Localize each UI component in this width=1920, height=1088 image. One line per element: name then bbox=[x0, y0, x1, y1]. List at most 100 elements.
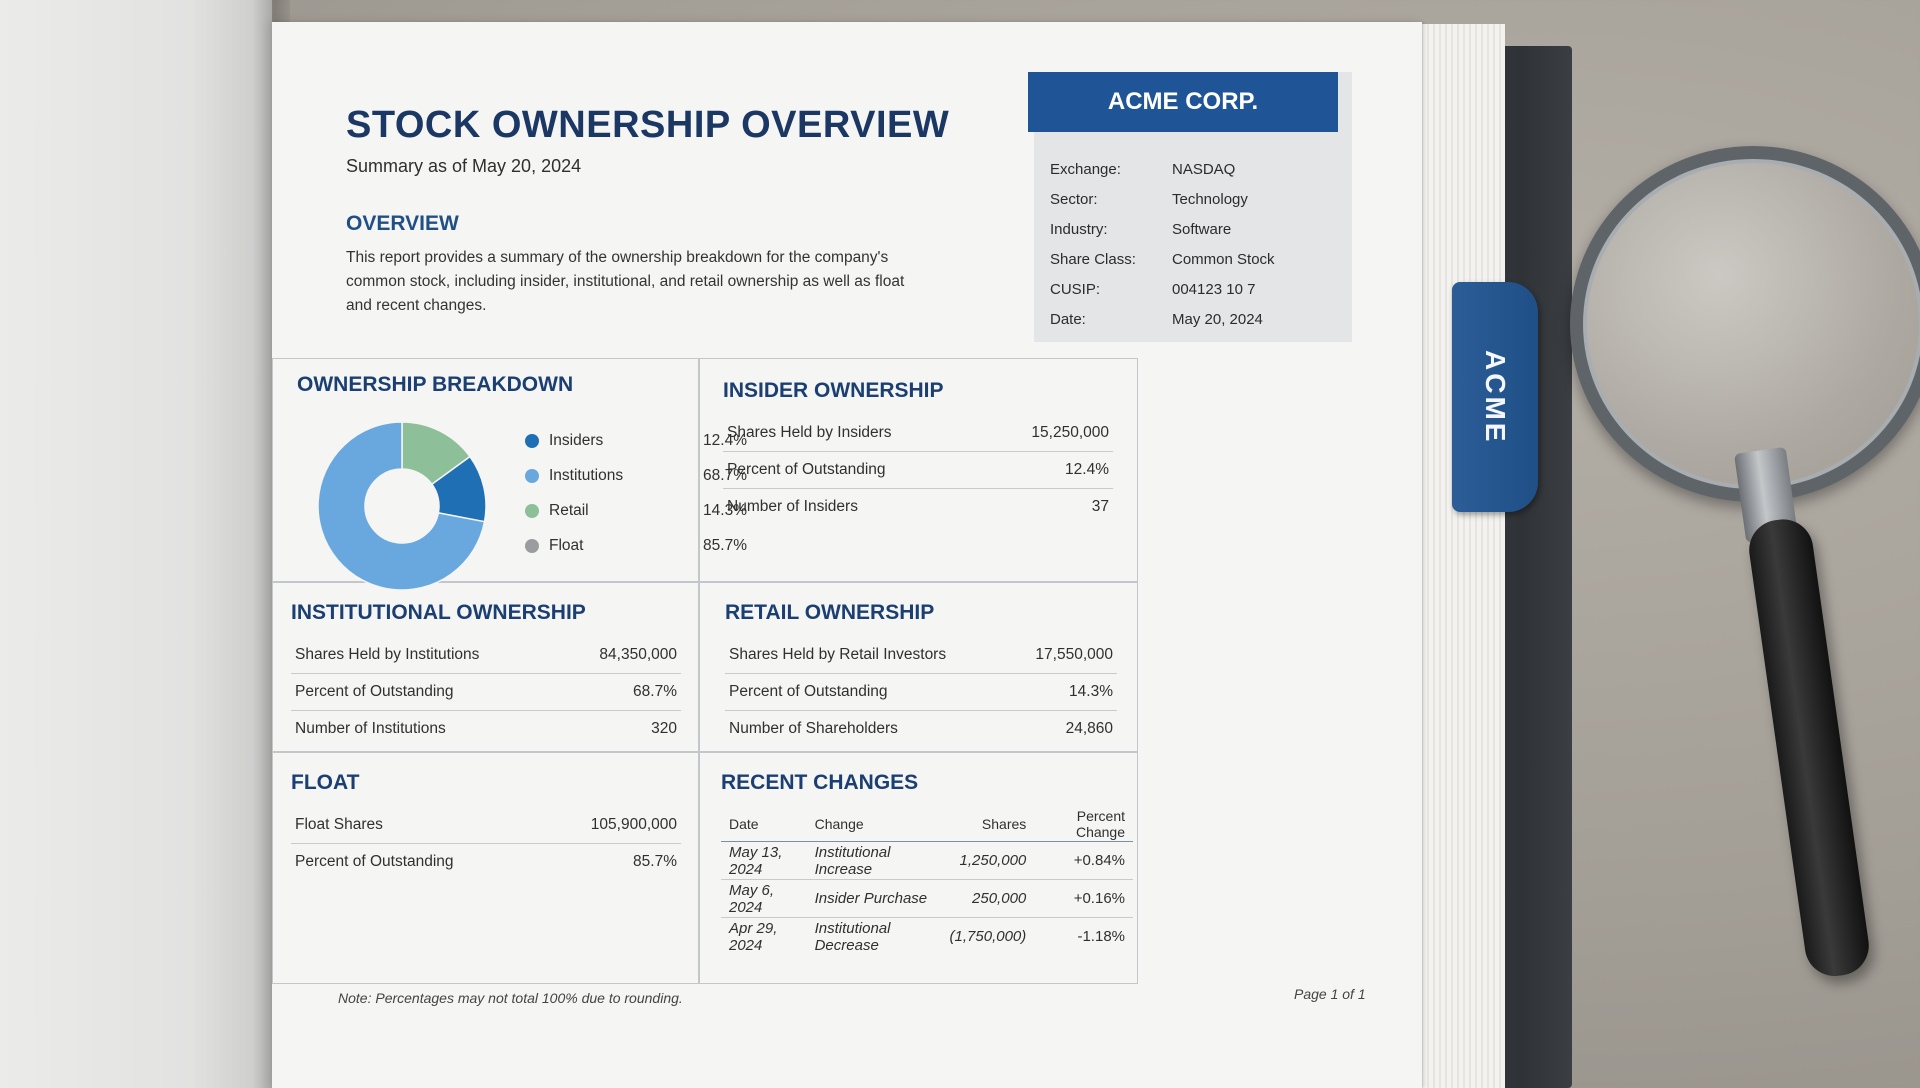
row-label: Float Shares bbox=[291, 807, 541, 844]
company-row-value: Software bbox=[1172, 220, 1232, 238]
legend-swatch bbox=[525, 538, 539, 553]
table-row: Percent of Outstanding 14.3% bbox=[725, 673, 1117, 711]
company-row-label: Sector: bbox=[1050, 190, 1098, 208]
company-row-exchange: Exchange: NASDAQ bbox=[1050, 154, 1340, 184]
binder-tab-label: ACME bbox=[1480, 349, 1511, 445]
row-label: Percent of Outstanding bbox=[291, 673, 561, 711]
table-row: Shares Held by Institutions 84,350,000 bbox=[291, 637, 681, 674]
row-label: Shares Held by Institutions bbox=[291, 637, 561, 674]
company-row-label: Date: bbox=[1050, 310, 1086, 328]
row-value: 12.4% bbox=[983, 451, 1113, 489]
table-row: Float Shares 105,900,000 bbox=[291, 807, 681, 844]
insider-ownership-panel: INSIDER OWNERSHIP Shares Held by Insider… bbox=[723, 379, 1113, 525]
table-row: Apr 29, 2024 Institutional Decrease (1,7… bbox=[721, 918, 1133, 956]
row-value: 24,860 bbox=[1065, 720, 1113, 737]
column-header-change: Change bbox=[806, 807, 942, 842]
legend-value: 14.3% bbox=[703, 501, 747, 519]
table-row: Shares Held by Retail Investors 17,550,0… bbox=[725, 637, 1117, 674]
table-row: Number of Shareholders 24,860 bbox=[725, 711, 1117, 748]
row-value: 15,250,000 bbox=[983, 415, 1113, 452]
ownership-legend: Insiders 12.4% Institutions 68.7% Retail… bbox=[525, 423, 747, 563]
grid-divider bbox=[273, 581, 1137, 583]
row-value: 14.3% bbox=[1009, 673, 1117, 711]
retail-ownership-heading: RETAIL OWNERSHIP bbox=[725, 601, 935, 624]
report-page: STOCK OWNERSHIP OVERVIEW Summary as of M… bbox=[272, 22, 1422, 1088]
company-row-industry: Industry: Software bbox=[1050, 214, 1340, 244]
float-panel: FLOAT Float Shares 105,900,000 Percent o… bbox=[291, 771, 681, 880]
change-date: May 6, 2024 bbox=[721, 879, 807, 918]
row-value: 320 bbox=[651, 720, 677, 737]
column-header-date: Date bbox=[721, 807, 807, 842]
legend-label: Float bbox=[549, 536, 584, 554]
report-subtitle: Summary as of May 20, 2024 bbox=[346, 156, 582, 176]
table-row: Shares Held by Insiders 15,250,000 bbox=[723, 415, 1113, 452]
change-percent: -1.18% bbox=[1077, 928, 1125, 945]
change-shares: 1,250,000 bbox=[941, 841, 1035, 880]
company-row-label: Exchange: bbox=[1050, 160, 1121, 178]
change-type: Institutional Decrease bbox=[814, 919, 891, 954]
column-header-percent-change: Percent Change bbox=[1034, 807, 1133, 842]
company-row-label: Industry: bbox=[1050, 220, 1108, 238]
change-shares: 250,000 bbox=[941, 879, 1035, 918]
page-number: Page 1 of 1 bbox=[1294, 986, 1366, 1002]
float-heading: FLOAT bbox=[291, 771, 360, 794]
row-label: Number of Shareholders bbox=[729, 720, 898, 737]
report-title: STOCK OWNERSHIP OVERVIEW bbox=[346, 104, 950, 146]
company-row-sector: Sector: Technology bbox=[1050, 184, 1340, 214]
row-label: Percent of Outstanding bbox=[723, 451, 984, 489]
row-label: Shares Held by Insiders bbox=[723, 415, 984, 452]
table-row: Percent of Outstanding 68.7% bbox=[291, 673, 681, 711]
institutional-ownership-panel: INSTITUTIONAL OWNERSHIP Shares Held by I… bbox=[291, 601, 681, 747]
legend-item-insiders: Insiders 12.4% bbox=[525, 423, 747, 458]
grid-divider bbox=[273, 751, 1137, 753]
table-row: Percent of Outstanding 12.4% bbox=[723, 451, 1113, 489]
footnote: Note: Percentages may not total 100% due… bbox=[338, 990, 683, 1006]
ownership-breakdown-heading: OWNERSHIP BREAKDOWN bbox=[297, 373, 574, 396]
table-header-row: Date Change Shares Percent Change bbox=[721, 807, 1133, 842]
ownership-panels: OWNERSHIP BREAKDOWN Insiders 12.4% Insti… bbox=[272, 358, 1138, 984]
retail-ownership-panel: RETAIL OWNERSHIP Shares Held by Retail I… bbox=[725, 601, 1117, 747]
recent-changes-heading: RECENT CHANGES bbox=[721, 771, 919, 794]
company-info-card: ACME CORP. Exchange: NASDAQ Sector: Tech… bbox=[1028, 72, 1352, 342]
legend-item-institutions: Institutions 68.7% bbox=[525, 458, 747, 493]
change-percent: +0.16% bbox=[1034, 879, 1133, 918]
legend-value: 85.7% bbox=[703, 536, 747, 554]
legend-swatch bbox=[525, 468, 539, 483]
overview-text: This report provides a summary of the ow… bbox=[346, 249, 905, 314]
ownership-donut-chart bbox=[317, 421, 487, 591]
legend-item-float: Float 85.7% bbox=[525, 528, 747, 563]
row-label: Percent of Outstanding bbox=[295, 853, 454, 870]
row-label: Number of Insiders bbox=[727, 498, 858, 515]
table-row: Percent of Outstanding 85.7% bbox=[291, 844, 681, 881]
row-value: 37 bbox=[1091, 498, 1109, 515]
binder-tab[interactable]: ACME bbox=[1452, 282, 1538, 512]
company-row-value: Common Stock bbox=[1172, 250, 1275, 268]
company-name: ACME CORP. bbox=[1028, 72, 1338, 132]
insider-ownership-heading: INSIDER OWNERSHIP bbox=[723, 379, 944, 402]
change-date: Apr 29, 2024 bbox=[729, 919, 778, 954]
legend-label: Insiders bbox=[549, 431, 604, 449]
recent-changes-table: Date Change Shares Percent Change May 13… bbox=[721, 807, 1133, 955]
legend-label: Institutions bbox=[549, 466, 624, 484]
company-row-value: Technology bbox=[1172, 190, 1248, 208]
table-row: Number of Institutions 320 bbox=[291, 711, 681, 748]
float-table: Float Shares 105,900,000 Percent of Outs… bbox=[291, 807, 681, 880]
institutional-ownership-heading: INSTITUTIONAL OWNERSHIP bbox=[291, 601, 586, 624]
company-row-value: NASDAQ bbox=[1172, 160, 1236, 178]
company-row-label: CUSIP: bbox=[1050, 280, 1101, 298]
row-label: Percent of Outstanding bbox=[725, 673, 1010, 711]
donut-slice-institutions bbox=[317, 421, 486, 591]
institutional-ownership-table: Shares Held by Institutions 84,350,000 P… bbox=[291, 637, 681, 747]
recent-changes-panel: RECENT CHANGES Date Change Shares Percen… bbox=[721, 771, 1133, 955]
overview-heading: OVERVIEW bbox=[346, 212, 459, 235]
company-row-value: 004123 10 7 bbox=[1172, 280, 1256, 298]
ownership-breakdown-panel: OWNERSHIP BREAKDOWN Insiders 12.4% Insti… bbox=[297, 373, 747, 591]
row-value: 105,900,000 bbox=[540, 807, 681, 844]
change-shares: (1,750,000) bbox=[949, 928, 1027, 945]
grid-divider bbox=[698, 359, 700, 983]
company-row-share-class: Share Class: Common Stock bbox=[1050, 244, 1340, 274]
row-value: 84,350,000 bbox=[560, 637, 681, 674]
row-value: 17,550,000 bbox=[1009, 637, 1117, 674]
retail-ownership-table: Shares Held by Retail Investors 17,550,0… bbox=[725, 637, 1117, 747]
